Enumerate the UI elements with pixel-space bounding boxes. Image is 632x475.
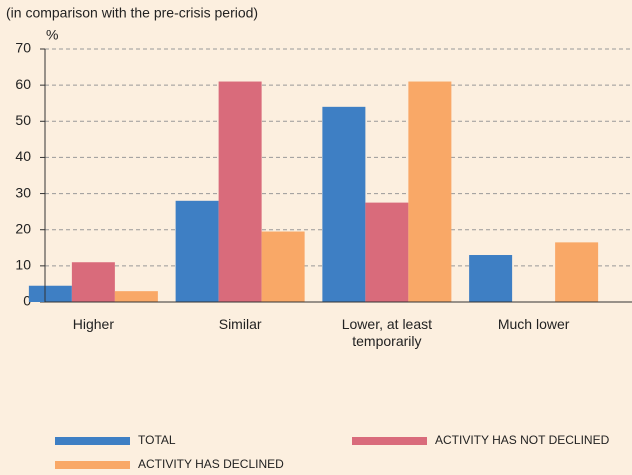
y-tick-label: 50 <box>15 112 31 128</box>
y-tick-label: 0 <box>23 293 31 309</box>
x-tick-label: Much lower <box>497 316 570 332</box>
legend-label: ACTIVITY HAS NOT DECLINED <box>435 433 610 447</box>
y-tick-label: 10 <box>15 257 31 273</box>
bar <box>365 202 409 302</box>
bar <box>71 262 115 302</box>
legend-label: TOTAL <box>138 433 176 447</box>
bar <box>322 106 366 302</box>
legend-swatch <box>55 461 130 469</box>
x-tick-label: Similar <box>218 316 262 332</box>
y-tick-label: 60 <box>15 76 31 92</box>
y-tick-label: 70 <box>15 40 31 56</box>
y-tick-label: 20 <box>15 220 31 236</box>
y-tick-label: 30 <box>15 184 31 200</box>
bar <box>261 231 305 302</box>
bar <box>175 200 219 302</box>
bar <box>218 81 262 303</box>
legend-swatch <box>55 437 130 445</box>
legend-label: ACTIVITY HAS DECLINED <box>138 457 284 471</box>
bar <box>469 255 513 302</box>
x-tick-label: Higher <box>72 316 114 332</box>
bar <box>555 242 599 302</box>
x-tick-label: Lower, at least temporarily <box>341 316 433 349</box>
y-tick-label: 40 <box>15 148 31 164</box>
chart-subtitle: (in comparison with the pre-crisis perio… <box>6 5 258 21</box>
bar <box>114 291 158 302</box>
y-axis-label: % <box>46 27 58 43</box>
legend-swatch <box>352 437 427 445</box>
bar <box>28 285 72 302</box>
bar <box>408 81 452 303</box>
